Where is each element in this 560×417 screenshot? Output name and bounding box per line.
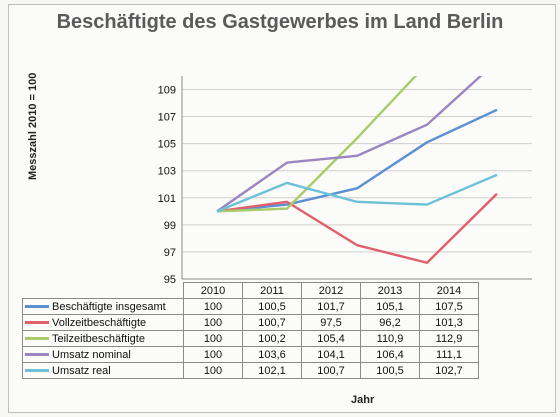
legend-entry: Umsatz nominal xyxy=(22,346,184,363)
data-label: 100 xyxy=(183,298,243,315)
legend-entry: Umsatz real xyxy=(22,362,184,379)
legend-label: Umsatz real xyxy=(52,364,111,377)
legend-swatch xyxy=(25,321,49,325)
legend-swatch xyxy=(25,305,49,309)
data-label: 105,4 xyxy=(301,330,361,347)
table-corner xyxy=(22,282,184,299)
legend-label: Umsatz nominal xyxy=(52,348,131,361)
x-tick-label: 2012 xyxy=(301,282,361,299)
y-tick-label: 107 xyxy=(158,112,176,124)
legend-entry: Beschäftigte insgesamt xyxy=(22,298,184,315)
data-label: 110,9 xyxy=(360,330,420,347)
table-row: Vollzeitbeschäftigte 100 100,7 97,5 96,2 101,… xyxy=(22,314,479,331)
data-table: 2010 2011 2012 2013 2014 Beschäftigte insgesa… xyxy=(22,282,479,379)
x-tick-label: 2011 xyxy=(242,282,302,299)
data-label: 101,3 xyxy=(419,314,479,331)
x-tick-label: 2010 xyxy=(183,282,243,299)
chart-title: Beschäftigte des Gastgewerbes im Land Be… xyxy=(56,11,504,33)
legend-entry: Vollzeitbeschäftigte xyxy=(22,314,184,331)
series-line-1 xyxy=(216,108,498,213)
legend-label: Beschäftigte insgesamt xyxy=(52,300,166,313)
y-tick-label: 101 xyxy=(158,193,176,205)
legend-swatch xyxy=(25,337,49,341)
data-label: 103,6 xyxy=(242,346,302,363)
x-tick-label: 2013 xyxy=(360,282,420,299)
data-label: 100 xyxy=(183,314,243,331)
data-label: 100,7 xyxy=(301,362,361,379)
legend-entry: Teilzeitbeschäftigte xyxy=(22,330,184,347)
y-tick-label: 109 xyxy=(158,85,176,97)
data-label: 100,2 xyxy=(242,330,302,347)
data-label: 100,7 xyxy=(242,314,302,331)
table-row: Umsatz nominal 100 103,6 104,1 106,4 111,1 xyxy=(22,346,479,363)
data-label: 100 xyxy=(183,346,243,363)
legend-label: Teilzeitbeschäftigte xyxy=(52,332,145,345)
x-tick-label: 2014 xyxy=(419,282,479,299)
table-row: Umsatz real 100 102,1 100,7 100,5 102,7 xyxy=(22,362,479,379)
y-tick-label: 97 xyxy=(164,247,176,259)
data-label: 102,7 xyxy=(419,362,479,379)
data-label: 112,9 xyxy=(419,330,479,347)
table-row: Teilzeitbeschäftigte 100 100,2 105,4 110,9 11… xyxy=(22,330,479,347)
data-label: 107,5 xyxy=(419,298,479,315)
data-label: 100 xyxy=(183,362,243,379)
data-label: 111,1 xyxy=(419,346,479,363)
data-label: 104,1 xyxy=(301,346,361,363)
series-line-3 xyxy=(216,76,418,213)
data-label: 102,1 xyxy=(242,362,302,379)
legend-swatch xyxy=(25,353,49,357)
data-label: 96,2 xyxy=(360,314,420,331)
legend-label: Vollzeitbeschäftigte xyxy=(52,316,147,329)
table-row: Beschäftigte insgesamt 100 100,5 101,7 105,1… xyxy=(22,298,479,315)
y-tick-label: 99 xyxy=(164,220,176,232)
data-label: 100,5 xyxy=(360,362,420,379)
data-label: 100 xyxy=(183,330,243,347)
legend-swatch xyxy=(25,369,49,373)
x-axis-label: Jahr xyxy=(351,394,375,406)
data-label: 100,5 xyxy=(242,298,302,315)
data-label: 105,1 xyxy=(360,298,420,315)
y-tick-label: 103 xyxy=(158,166,176,178)
data-label: 97,5 xyxy=(301,314,361,331)
data-label: 106,4 xyxy=(360,346,420,363)
data-label: 101,7 xyxy=(301,298,361,315)
y-tick-label: 105 xyxy=(158,139,176,151)
